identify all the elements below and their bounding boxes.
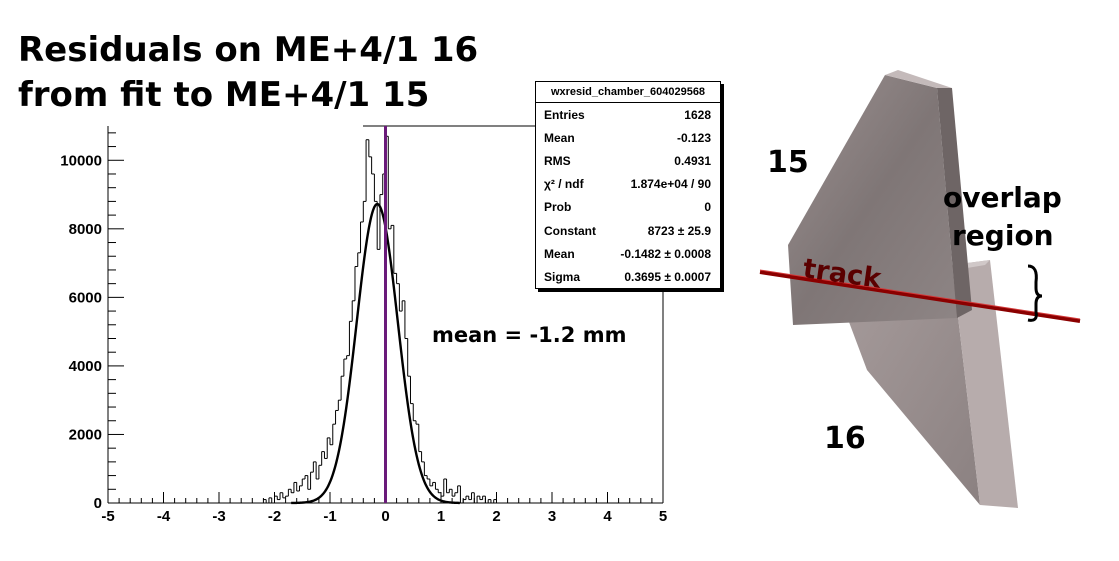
gaussian-fit-curve <box>291 202 460 505</box>
x-tick-label: -4 <box>157 508 171 525</box>
track-highlight <box>759 269 1081 320</box>
title-line-1: Residuals on ME+4/1 16 <box>18 30 479 70</box>
stats-row-value: 0.3695 ± 0.0007 <box>624 269 711 284</box>
stats-row: Mean -0.1482 ± 0.0008 <box>536 242 720 265</box>
fit-curve-group <box>291 202 460 505</box>
x-tick-label: 5 <box>659 508 667 525</box>
overlap-label-line1: overlap <box>943 181 1062 214</box>
stats-row-value: 1628 <box>684 107 711 122</box>
y-tick-label: 10000 <box>60 152 102 169</box>
y-tick-label: 8000 <box>69 221 102 238</box>
stats-row-value: 0 <box>704 200 711 215</box>
stats-row-value: 1.874e+04 / 90 <box>630 177 711 192</box>
stats-row: RMS 0.4931 <box>536 149 720 172</box>
stats-row-value: -0.123 <box>676 130 711 145</box>
chamber-15-label: 15 <box>767 145 809 180</box>
stats-title: wxresid_chamber_604029568 <box>536 82 720 103</box>
chamber-15-front <box>788 75 957 325</box>
histogram-chart: -5 -4 -3 -2 -1 0 1 2 3 4 5 0 2000 4000 6000 8000 10000 <box>60 125 667 525</box>
stats-row-label: Mean <box>544 130 575 145</box>
stats-row-value: 0.4931 <box>674 153 711 168</box>
stats-row: Constant 8723 ± 25.9 <box>536 219 720 242</box>
stats-row-value: -0.1482 ± 0.0008 <box>620 246 711 261</box>
mean-annotation: mean = -1.2 mm <box>432 323 627 347</box>
y-tick-label: 2000 <box>69 426 102 443</box>
chamber-15-side <box>885 70 952 88</box>
stats-row-label: Sigma <box>544 269 581 284</box>
x-tick-label: 2 <box>492 508 500 525</box>
chamber-16-label: 16 <box>824 421 866 456</box>
y-tick-label: 6000 <box>69 289 102 306</box>
stats-row-label: Constant <box>544 223 596 238</box>
x-tick-label: 0 <box>381 508 389 525</box>
stats-row-label: χ² / ndf <box>544 177 584 192</box>
x-tick-label: 3 <box>548 508 556 525</box>
overlap-brace <box>1027 264 1043 322</box>
stats-row-label: Prob <box>544 200 572 215</box>
axis-ticks: -5 -4 -3 -2 -1 0 1 2 3 4 5 0 2000 4000 6000 8000 10000 <box>60 132 667 525</box>
stats-row-label: Mean <box>544 246 575 261</box>
stats-box: wxresid_chamber_604029568 Entries 1628 Mea… <box>535 81 721 289</box>
chamber-16-front <box>837 265 980 505</box>
y-tick-label: 4000 <box>69 358 102 375</box>
histogram-bars <box>263 135 497 504</box>
stats-rows: Entries 1628 Mean -0.123 RMS 0.4931 χ² / ndf 1.… <box>536 103 720 289</box>
x-tick-label: 1 <box>437 508 445 525</box>
x-tick-label: -1 <box>323 508 336 525</box>
stats-row: Mean -0.123 <box>536 126 720 149</box>
title-line-2: from fit to ME+4/1 15 <box>18 75 430 115</box>
chamber-15-edge <box>937 88 972 318</box>
track-line <box>759 270 1081 323</box>
stats-row: Sigma 0.3695 ± 0.0007 <box>536 265 720 288</box>
x-tick-label: -2 <box>268 508 281 525</box>
x-tick-label: -3 <box>212 508 225 525</box>
overlap-label-line2: region <box>952 219 1054 252</box>
stats-row-label: Entries <box>544 107 585 122</box>
stats-row: Entries 1628 <box>536 103 720 126</box>
x-tick-label: -5 <box>101 508 114 525</box>
stats-row: χ² / ndf 1.874e+04 / 90 <box>536 173 720 196</box>
chamber-16-side <box>952 260 1018 508</box>
stats-row: Prob 0 <box>536 196 720 219</box>
stats-row-value: 8723 ± 25.9 <box>647 223 711 238</box>
x-tick-label: 4 <box>603 508 612 525</box>
y-tick-label: 0 <box>94 495 102 512</box>
chamber-illustration: track 15 16 overlap region <box>759 70 1081 508</box>
stats-row-label: RMS <box>544 153 571 168</box>
